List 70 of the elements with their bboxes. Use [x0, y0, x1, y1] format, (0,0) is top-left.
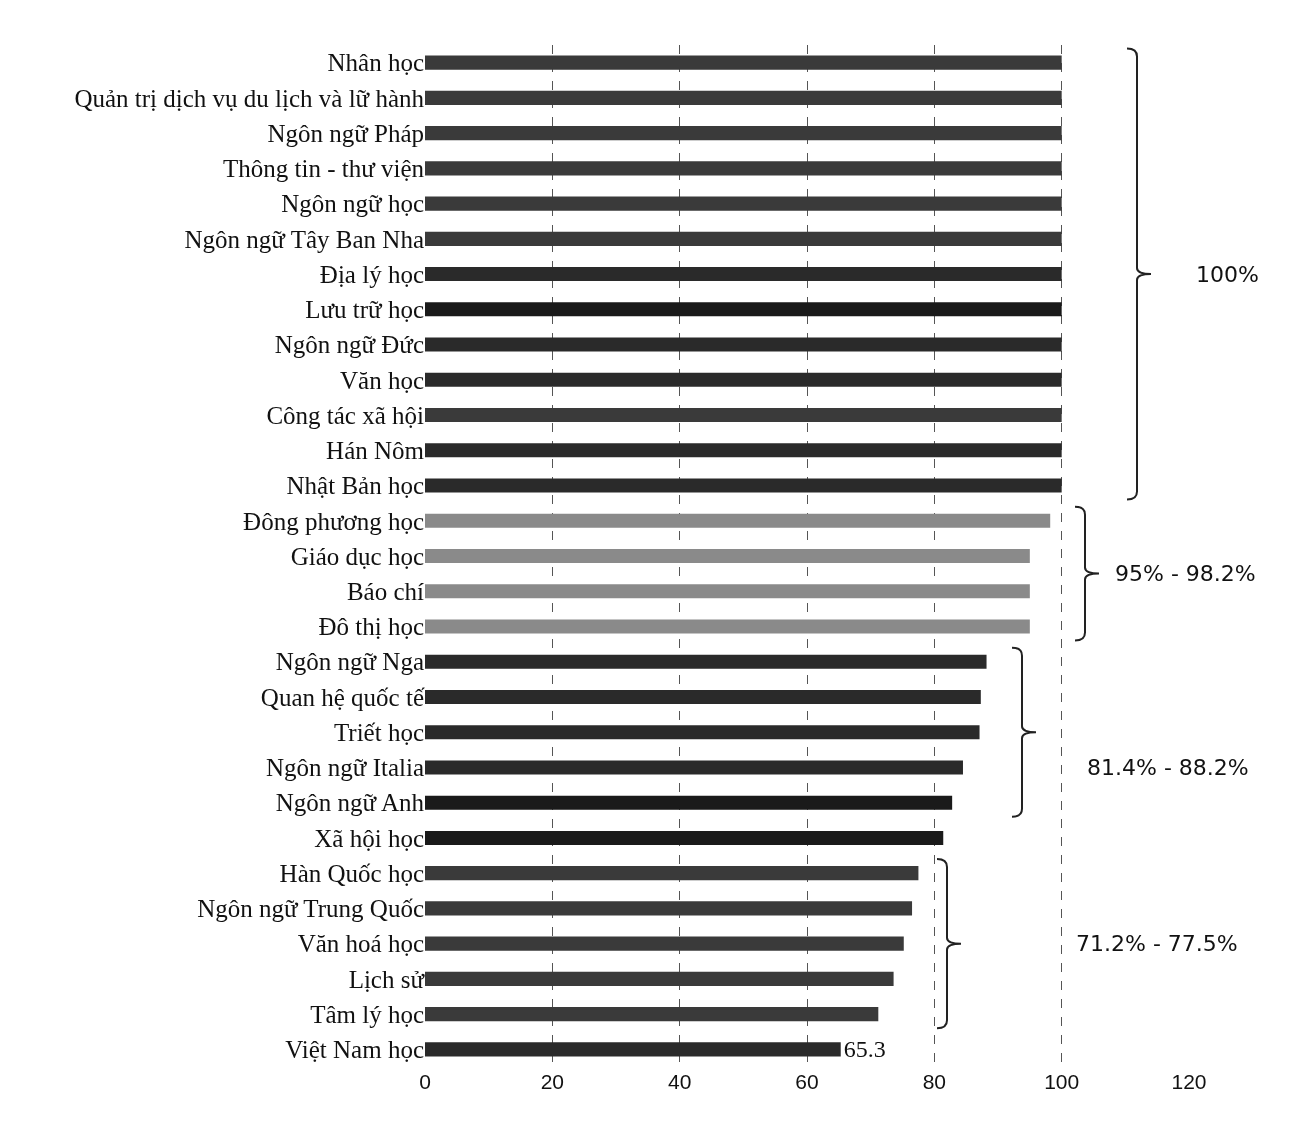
y-tick-label: Đông phương học — [243, 507, 424, 535]
y-tick-label: Xã hội học — [314, 824, 424, 852]
y-tick-label: Nhật Bản học — [286, 472, 424, 500]
text: 100% — [1196, 262, 1259, 287]
y-tick-label: Lưu trữ học — [305, 296, 424, 324]
y-tick-label: Quan hệ quốc tế — [260, 683, 425, 711]
bar — [425, 866, 919, 881]
y-tick-label: Ngôn ngữ Nga — [275, 648, 424, 676]
y-tick-label: Địa lý học — [319, 260, 424, 288]
y-tick-label: Ngôn ngữ Đức — [274, 331, 424, 359]
bar — [425, 90, 1062, 105]
x-tick-label: 120 — [1171, 1070, 1207, 1093]
y-tick-label: Quản trị dịch vụ du lịch và lữ hành — [74, 84, 425, 112]
bar — [425, 231, 1062, 246]
y-tick-label: Ngôn ngữ Italia — [266, 754, 424, 782]
y-tick-label: Tâm lý học — [310, 1000, 424, 1028]
bar — [425, 1042, 841, 1057]
y-tick-label: Ngôn ngữ Anh — [275, 789, 425, 817]
annotation: 81.4% - 88.2% — [1087, 755, 1249, 780]
y-tick-label: Ngôn ngữ Trung Quốc — [197, 895, 424, 923]
y-tick-label: Ngôn ngữ Pháp — [267, 119, 424, 147]
bar — [425, 407, 1062, 423]
annotation: 71.2% - 77.5% — [1076, 931, 1238, 956]
bar — [425, 725, 980, 740]
x-tick-label: 40 — [667, 1070, 692, 1093]
bar — [425, 302, 1062, 317]
bar — [425, 513, 1051, 528]
y-tick-label: Ngôn ngữ học — [281, 190, 424, 218]
bar — [425, 126, 1062, 141]
y-tick-label: Lịch sử — [348, 965, 426, 993]
y-tick-label: Nhân học — [327, 49, 424, 77]
bar — [425, 795, 953, 810]
x-tick-label: 20 — [540, 1070, 565, 1093]
bar — [425, 548, 1030, 564]
bar — [425, 619, 1030, 634]
bar — [425, 936, 904, 951]
bar — [425, 971, 894, 986]
bar — [425, 584, 1030, 599]
y-tick-label: Văn hoá học — [297, 930, 424, 958]
bar — [425, 654, 987, 669]
y-tick-label: Ngôn ngữ Tây Ban Nha — [184, 225, 424, 253]
bar — [425, 901, 913, 916]
bar — [425, 689, 981, 705]
bar — [425, 161, 1062, 176]
bar — [425, 478, 1062, 493]
bar — [425, 196, 1062, 211]
bar — [425, 1007, 879, 1022]
y-tick-label: Thông tin - thư viện — [222, 155, 425, 183]
bar — [425, 760, 963, 775]
y-tick-label: Đô thị học — [318, 613, 424, 641]
y-tick-label: Giáo dục học — [290, 542, 424, 570]
annotation: 95% - 98.2% — [1115, 561, 1256, 586]
bar — [425, 337, 1062, 352]
y-tick-label: Hán Nôm — [326, 437, 425, 465]
x-tick-label: 60 — [795, 1070, 819, 1093]
bar — [425, 372, 1062, 387]
x-tick-label: 80 — [922, 1070, 947, 1093]
data-label: 65.3 — [843, 1036, 886, 1063]
bar — [425, 443, 1062, 458]
y-tick-label: Việt Nam học — [285, 1036, 424, 1064]
y-tick-label: Văn học — [340, 366, 424, 394]
bar — [425, 267, 1062, 282]
bar — [425, 830, 944, 845]
bar — [425, 55, 1062, 70]
y-tick-label: Hàn Quốc học — [279, 859, 424, 887]
x-tick-label: 100 — [1044, 1070, 1080, 1093]
y-tick-label: Công tác xã hội — [266, 401, 425, 429]
y-tick-label: Triết học — [333, 718, 424, 746]
x-tick-label: 0 — [419, 1070, 431, 1093]
y-tick-label: Báo chí — [346, 577, 425, 605]
